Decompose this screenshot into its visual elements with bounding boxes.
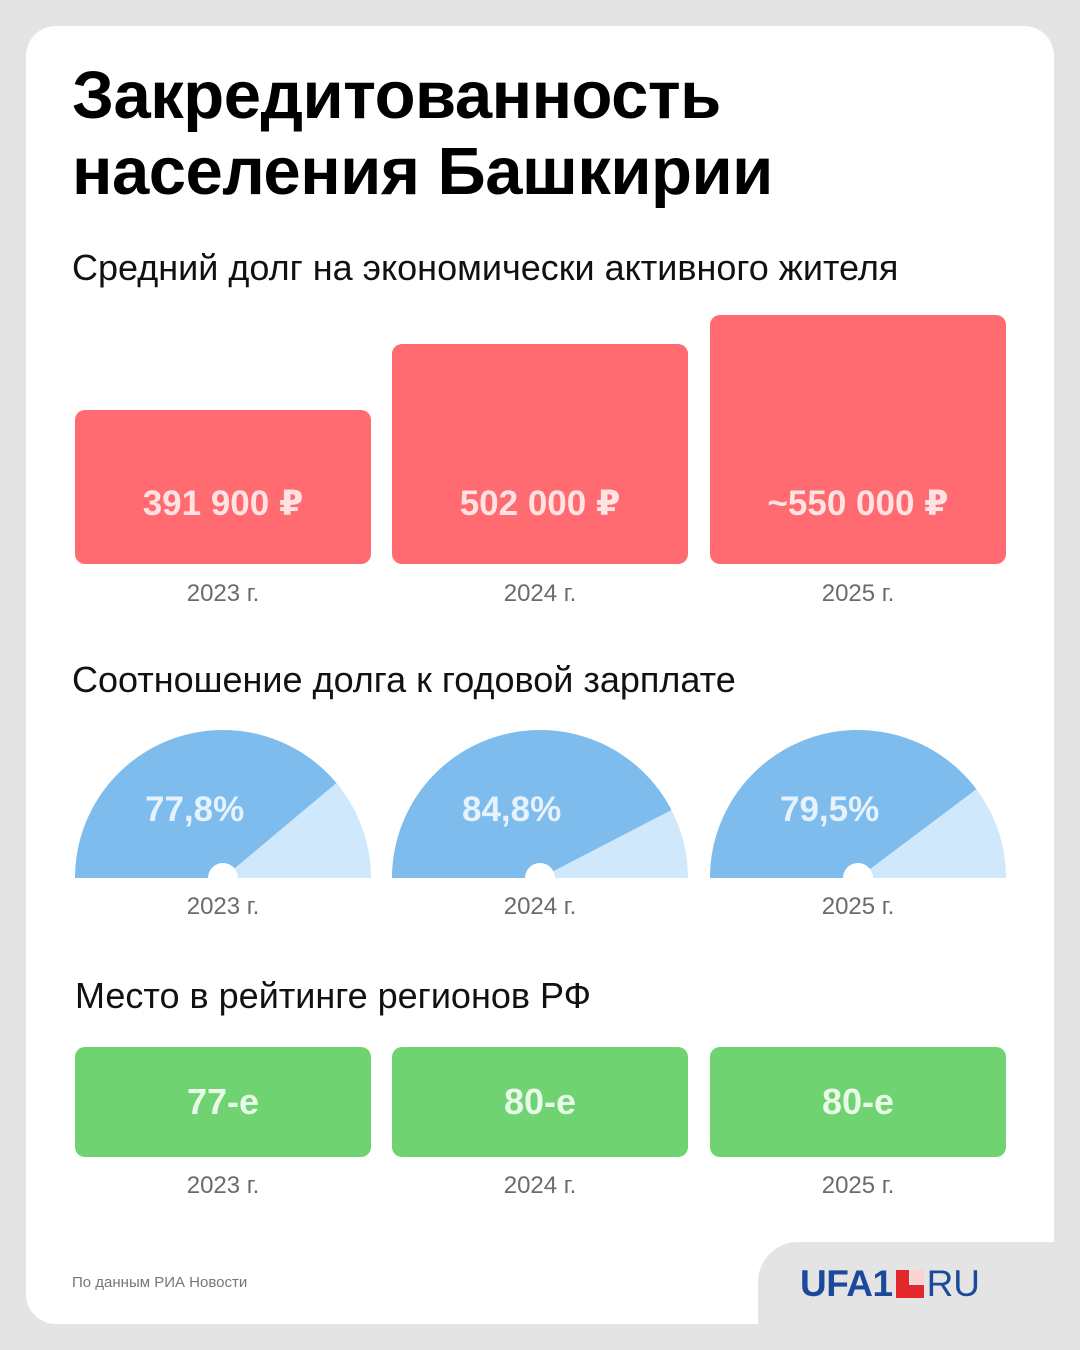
gauge-fill — [392, 730, 672, 878]
ratio-year-label: 2025 г. — [821, 893, 895, 920]
rank-value: 80-е — [821, 1081, 895, 1122]
gauge-hub — [525, 863, 555, 880]
rank-year-label: 2025 г. — [821, 1172, 895, 1199]
rank-value: 80-е — [503, 1081, 577, 1122]
debt-bar-value: ~550 000 ₽ — [767, 484, 949, 523]
rank-year-label: 2023 г. — [186, 1172, 260, 1199]
rank-section-title: Место в рейтинге регионов РФ — [75, 975, 591, 1016]
rank-block-1: 77-е — [75, 1047, 371, 1157]
logo-suffix-text: RU — [926, 1263, 981, 1304]
page-title-line-2: населения Башкирии — [72, 134, 773, 209]
gauge-hub — [843, 863, 873, 880]
debt-year-label: 2025 г. — [821, 580, 895, 607]
ufa1-logo[interactable]: UFA1 RU — [800, 1263, 981, 1304]
ratio-gauge-3 — [710, 730, 1006, 880]
ratio-section-title: Соотношение долга к годовой зарплате — [72, 659, 736, 700]
debt-section-title: Средний долг на экономически активного ж… — [72, 247, 899, 288]
ratio-value-label: 79,5% — [780, 790, 880, 829]
rank-year-label: 2024 г. — [503, 1172, 577, 1199]
logo-main-text: UFA1 — [800, 1263, 893, 1304]
rank-block-3: 80-е — [710, 1047, 1006, 1157]
ratio-gauge-1 — [75, 730, 371, 880]
ratio-gauge-2 — [392, 730, 688, 880]
ratio-value-label: 77,8% — [145, 790, 245, 829]
rank-value: 77-е — [186, 1081, 260, 1122]
ratio-value-label: 84,8% — [462, 790, 562, 829]
ratio-year-label: 2023 г. — [186, 893, 260, 920]
debt-bar-value: 391 900 ₽ — [142, 483, 304, 523]
rank-block-2: 80-е — [392, 1047, 688, 1157]
logo-mark-icon — [895, 1270, 924, 1298]
debt-bar-1: 391 900 ₽ — [75, 409, 371, 564]
gauge-hub — [208, 863, 238, 880]
debt-year-label: 2023 г. — [186, 580, 260, 607]
debt-year-label: 2024 г. — [503, 580, 577, 607]
page-title-line-1: Закредитованность — [72, 58, 721, 133]
debt-bar-2: 502 000 ₽ — [392, 343, 688, 564]
debt-bar-value: 502 000 ₽ — [459, 483, 621, 523]
ratio-year-label: 2024 г. — [503, 893, 577, 920]
source-note: По данным РИА Новости — [72, 1274, 248, 1291]
gauge-fill — [75, 730, 337, 878]
gauge-fill — [710, 730, 977, 878]
page-title: Закредитованность населения Башкирии — [72, 58, 773, 210]
debt-bar-3: ~550 000 ₽ — [710, 315, 1006, 564]
